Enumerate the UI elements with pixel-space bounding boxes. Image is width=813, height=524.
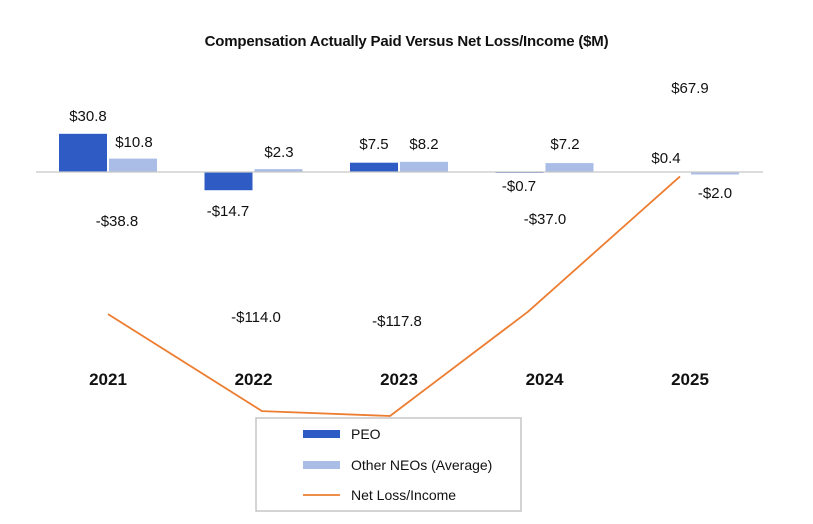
year-label-2024: 2024 — [526, 370, 564, 389]
data-label-other-neos-2023: $8.2 — [409, 136, 438, 153]
bar-other-neos-2024 — [545, 163, 594, 172]
bar-peo-2021 — [59, 133, 107, 172]
labels-layer: $30.8 $10.8 -$14.7 $2.3 $7.5 $8.2 -$0.7 $7.2 $0.… — [69, 79, 732, 331]
data-label-peo-2021: $30.8 — [69, 108, 107, 125]
data-label-peo-2024: -$0.7 — [502, 178, 536, 195]
data-label-peo-2022: -$14.7 — [207, 203, 250, 220]
data-label-net-loss-income-2022: -$114.0 — [231, 309, 281, 326]
legend-label-net-loss-income: Net Loss/Income — [351, 487, 456, 503]
year-label-2021: 2021 — [89, 370, 127, 389]
bar-peo-2023 — [350, 162, 398, 172]
label-halo-2023 — [369, 312, 425, 331]
legend-frame — [255, 417, 522, 512]
data-label-net-loss-income-2023: -$117.8 — [372, 313, 422, 330]
year-axis: 2021 2022 2023 2024 2025 — [89, 370, 709, 389]
legend-label-peo: PEO — [351, 426, 381, 442]
data-label-other-neos-2024: $7.2 — [550, 136, 579, 153]
bar-other-neos-2025 — [691, 172, 739, 175]
bars-layer — [59, 133, 739, 191]
bar-other-neos-2021 — [109, 158, 157, 172]
bar-peo-2022 — [204, 172, 253, 191]
data-label-other-neos-2022: $2.3 — [264, 144, 293, 161]
data-label-net-loss-income-2025: $67.9 — [671, 80, 709, 97]
label-halo-2024 — [520, 210, 570, 229]
data-label-peo-2025: $0.4 — [651, 150, 680, 167]
year-label-2023: 2023 — [380, 370, 418, 389]
line-net-loss-income — [107, 175, 681, 417]
data-label-other-neos-2025: -$2.0 — [698, 185, 732, 202]
data-label-other-neos-2021: $10.8 — [115, 134, 153, 151]
year-label-2022: 2022 — [235, 370, 273, 389]
legend-label-other-neos: Other NEOs (Average) — [351, 457, 492, 473]
bar-other-neos-2023 — [400, 161, 448, 172]
year-label-2025: 2025 — [671, 370, 709, 389]
legend-swatch-peo — [303, 430, 340, 438]
data-label-peo-2023: $7.5 — [359, 136, 388, 153]
data-label-net-loss-income-2021: -$38.8 — [96, 213, 139, 230]
label-halo-2022 — [228, 308, 284, 327]
bar-other-neos-2022 — [254, 169, 303, 172]
legend-swatch-other-neos — [303, 461, 340, 469]
legend: PEO Other NEOs (Average) Net Loss/Income — [255, 417, 522, 512]
chart-title: Compensation Actually Paid Versus Net Lo… — [204, 33, 609, 50]
label-halo-2021 — [92, 212, 142, 231]
label-halo-2025 — [668, 79, 712, 98]
line-layer — [107, 175, 681, 417]
data-label-net-loss-income-2024: -$37.0 — [524, 211, 567, 228]
